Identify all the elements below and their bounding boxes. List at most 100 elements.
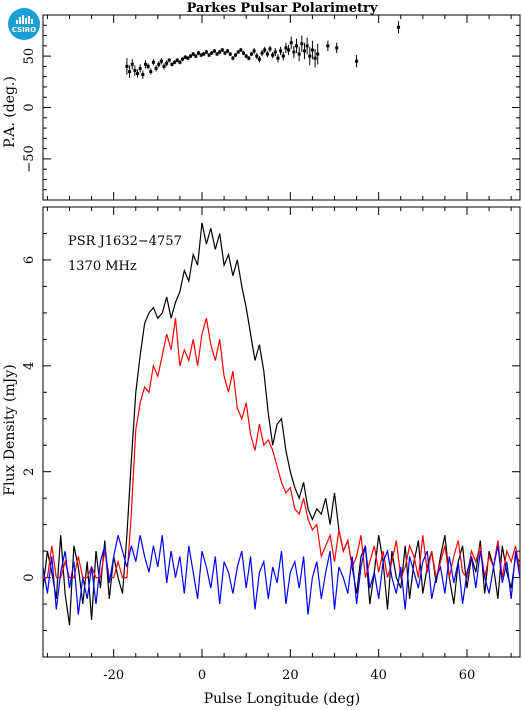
pa-point (397, 25, 401, 29)
pa-point (255, 54, 259, 58)
flux-ytick-label: 4 (22, 362, 37, 370)
flux-xtick-label: 60 (459, 668, 476, 683)
pa-ytick-label: −50 (22, 145, 37, 172)
pa-point (189, 54, 193, 58)
pa-point (181, 57, 185, 61)
pa-point (276, 56, 280, 60)
pa-point (167, 58, 171, 62)
pa-point (165, 61, 169, 65)
pa-point (154, 66, 158, 70)
total-intensity-line (43, 222, 520, 626)
pa-point (310, 48, 314, 52)
pa-point (210, 51, 214, 55)
pa-point (249, 52, 253, 56)
csiro-logo-text: CSIRO (11, 25, 37, 34)
pa-point (207, 53, 211, 57)
pa-point (138, 66, 142, 70)
pa-ytick-label: 50 (22, 48, 37, 65)
flux-xtick-label: 0 (198, 668, 206, 683)
pa-point (279, 49, 283, 53)
psr-name-annotation: PSR J1632−4757 (68, 234, 182, 249)
flux-xlabel: Pulse Longitude (deg) (204, 691, 361, 707)
pa-point (183, 55, 187, 59)
pa-point (228, 52, 232, 56)
pa-point (297, 52, 301, 56)
pa-point (191, 52, 195, 56)
flux-ytick-label: 2 (22, 468, 37, 476)
pa-panel: −50 0 50 (22, 14, 521, 201)
pa-point (136, 72, 140, 76)
pa-point (141, 73, 145, 77)
flux-ylabel: Flux Density (mJy) (2, 364, 18, 495)
pa-point (257, 57, 261, 61)
pa-point (305, 44, 309, 48)
flux-frame (42, 206, 521, 658)
pa-point (335, 46, 339, 50)
pa-point (204, 50, 208, 54)
pa-point (157, 62, 161, 66)
pa-point (287, 48, 291, 52)
pa-point (133, 69, 137, 72)
frequency-annotation: 1370 MHz (68, 259, 137, 274)
pa-point (300, 42, 304, 46)
pa-point (220, 48, 224, 52)
pa-point (263, 48, 267, 52)
pa-point (252, 49, 256, 53)
pa-point (234, 53, 238, 57)
csiro-logo-bars-icon (15, 14, 33, 24)
pa-point (289, 41, 293, 45)
pa-frame (42, 14, 521, 201)
pa-point (143, 62, 147, 66)
pa-point (186, 56, 190, 60)
pa-point (236, 50, 240, 54)
flux-xtick-label: 20 (282, 668, 299, 683)
pa-point (125, 64, 129, 68)
pa-point (215, 52, 219, 56)
pa-point (199, 53, 203, 57)
pa-point (302, 49, 306, 53)
pa-point (281, 54, 285, 58)
pa-point (202, 52, 206, 56)
pa-point (223, 51, 227, 55)
pa-point (292, 50, 296, 54)
chart-title: Parkes Pulsar Polarimetry (187, 1, 378, 16)
pa-point (260, 51, 264, 55)
pa-point (128, 70, 132, 74)
pa-point (149, 70, 153, 74)
linear-polarization-line (43, 318, 520, 580)
csiro-logo: CSIRO (8, 8, 40, 40)
pa-point (247, 56, 251, 60)
pa-point (265, 52, 269, 56)
pa-ytick-label: 0 (22, 103, 37, 111)
pa-point (159, 59, 163, 63)
pa-point (178, 60, 182, 64)
pa-point (313, 56, 317, 60)
pa-point (231, 56, 235, 60)
pa-point (316, 52, 320, 56)
flux-ytick-label: 0 (22, 573, 37, 581)
pa-point (146, 64, 150, 68)
flux-ytick-label: 6 (22, 256, 37, 264)
pa-point (212, 49, 216, 53)
flux-xtick-label: 40 (370, 668, 387, 683)
pa-point (273, 50, 277, 54)
flux-panel: -20 0 20 40 60 0 2 4 6 (22, 206, 521, 683)
pa-point (326, 44, 330, 48)
pa-point (218, 50, 222, 54)
pa-point (244, 54, 248, 58)
pa-point (308, 54, 312, 58)
pa-point (170, 62, 174, 66)
flux-xtick-label: -20 (103, 668, 124, 683)
pa-point (162, 64, 166, 68)
pa-point (226, 49, 230, 53)
pa-point (239, 48, 243, 52)
pa-point (271, 53, 275, 57)
pa-point (242, 51, 246, 55)
pa-point (196, 51, 200, 55)
pa-point (268, 47, 272, 51)
pa-point (295, 44, 299, 48)
pa-point (173, 60, 177, 64)
pa-point (130, 62, 134, 66)
pa-point (355, 59, 359, 63)
